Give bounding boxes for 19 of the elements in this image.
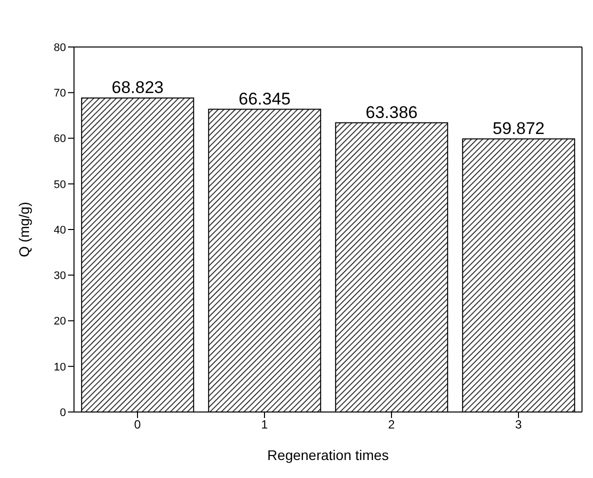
x-tick-label: 0 — [134, 418, 142, 432]
y-tick-label: 40 — [54, 224, 66, 236]
y-tick-label: 10 — [54, 361, 66, 374]
data-label: 68.823 — [112, 78, 164, 97]
x-tick-label: 2 — [388, 418, 396, 432]
y-axis-title: Q (mg/g) — [16, 202, 32, 258]
y-tick-label: 80 — [54, 42, 66, 54]
x-axis-title: Regeneration times — [267, 447, 389, 463]
data-label: 63.386 — [366, 102, 418, 122]
y-tick-label: 60 — [54, 133, 66, 146]
y-tick-label: 70 — [54, 88, 66, 100]
y-tick-label: 50 — [54, 178, 66, 191]
y-tick-label: 30 — [54, 270, 66, 282]
x-tick-label: 3 — [515, 418, 522, 432]
y-tick-label: 20 — [54, 316, 66, 328]
x-tick-label: 1 — [261, 418, 268, 432]
data-label: 66.345 — [238, 89, 291, 108]
y-tick-label: 0 — [60, 406, 66, 419]
data-label: 59.872 — [492, 118, 545, 138]
